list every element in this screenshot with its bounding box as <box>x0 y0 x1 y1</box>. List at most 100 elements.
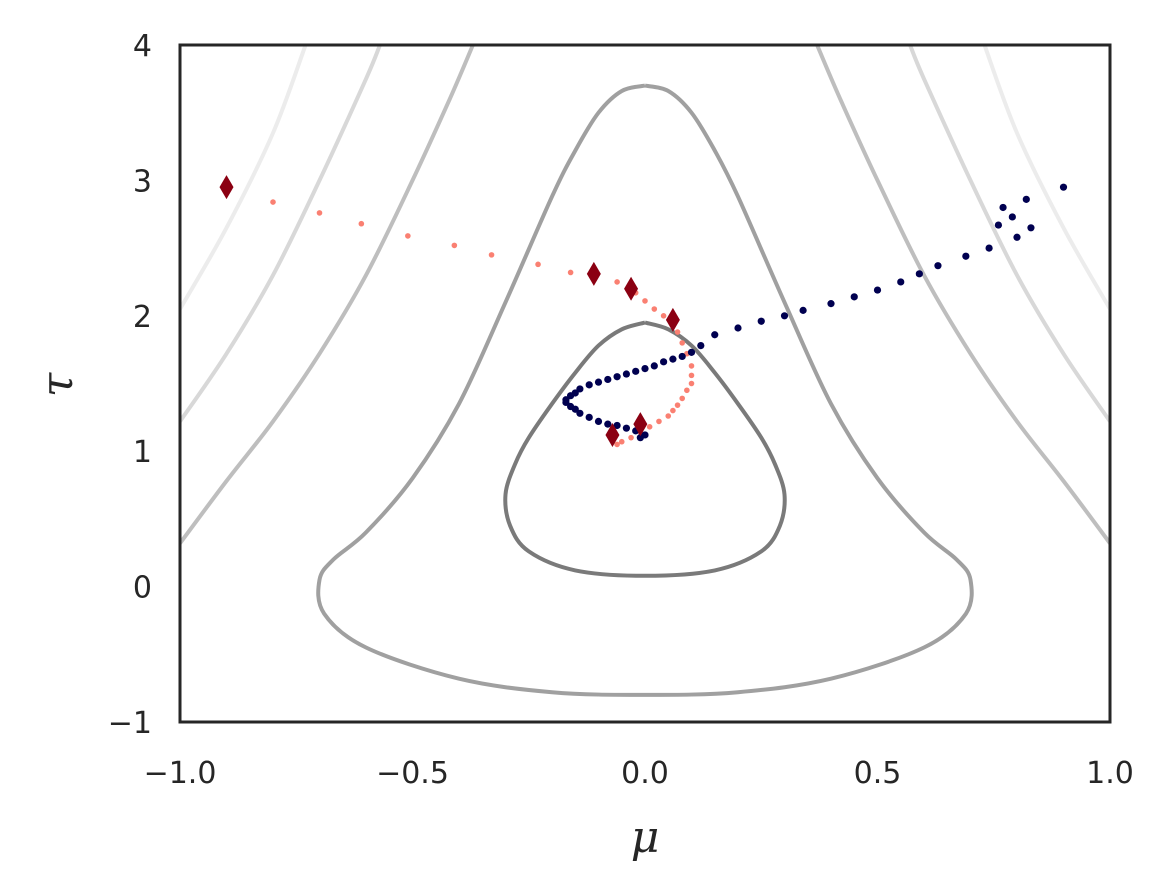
data-point <box>1027 224 1035 232</box>
data-point <box>650 362 658 370</box>
data-point <box>614 279 620 285</box>
diamond-marker <box>665 307 680 332</box>
data-point <box>618 438 625 445</box>
data-series <box>219 175 1068 448</box>
contour-line-level-5 <box>982 44 1112 310</box>
data-point <box>994 221 1003 229</box>
y-axis-label: τ <box>32 372 83 397</box>
data-point <box>567 269 574 276</box>
data-point <box>670 407 676 414</box>
y-tick-label: 4 <box>133 29 152 64</box>
data-point <box>679 395 685 402</box>
data-point <box>576 409 584 417</box>
data-point <box>604 375 612 384</box>
diamond-marker <box>633 412 648 437</box>
data-point <box>915 270 923 278</box>
data-point <box>697 341 705 350</box>
data-point <box>962 252 970 260</box>
data-point <box>613 373 621 381</box>
data-point <box>567 392 575 400</box>
data-point <box>688 372 695 379</box>
data-point <box>688 380 695 387</box>
data-point <box>684 387 690 394</box>
data-point <box>622 424 631 432</box>
data-point <box>604 420 612 428</box>
data-point <box>642 298 648 304</box>
data-point <box>656 418 662 425</box>
x-axis-label: μ <box>631 812 660 863</box>
data-point <box>562 398 570 407</box>
data-point <box>1022 195 1030 203</box>
contour-line-level-5 <box>178 44 308 311</box>
data-point <box>613 421 621 430</box>
data-point <box>636 434 644 442</box>
data-point <box>679 340 685 346</box>
data-point <box>674 402 681 408</box>
data-point <box>594 378 603 386</box>
data-point <box>660 313 667 319</box>
data-point <box>270 199 276 205</box>
data-point <box>641 365 649 373</box>
data-point <box>535 261 541 268</box>
series-navy-trajectory <box>562 183 1068 442</box>
data-point <box>316 210 323 216</box>
x-axis-ticks: −1.0 −0.5 0.0 0.5 1.0 <box>144 756 1134 791</box>
data-point <box>688 363 695 369</box>
x-tick-label: 0.0 <box>621 756 669 791</box>
plot-frame <box>178 43 1112 724</box>
contour-line-level-3 <box>178 44 475 545</box>
data-point <box>678 352 686 361</box>
data-point <box>665 413 672 419</box>
data-point <box>897 278 905 286</box>
data-point <box>632 367 640 375</box>
diamond-marker <box>605 422 620 447</box>
data-point <box>934 262 942 270</box>
data-point <box>985 244 993 252</box>
data-point <box>873 286 882 294</box>
data-point <box>646 424 653 430</box>
diamond-marker <box>586 261 601 286</box>
contour-line-level-2 <box>316 83 974 697</box>
contour-line-level-4 <box>908 44 1112 423</box>
data-point <box>622 370 631 378</box>
y-axis-ticks: −1 0 1 2 3 4 <box>108 29 152 741</box>
series-salmon-trajectory <box>270 199 695 448</box>
diamond-marker <box>624 276 639 301</box>
data-point <box>1008 213 1016 221</box>
data-point <box>757 317 765 325</box>
data-point <box>827 300 835 308</box>
data-point <box>628 434 634 441</box>
data-point <box>711 331 719 339</box>
y-tick-label: 1 <box>133 435 152 470</box>
data-point <box>576 385 584 393</box>
x-tick-label: 1.0 <box>1086 756 1134 791</box>
data-point <box>999 203 1007 212</box>
x-tick-label: 0.5 <box>854 756 902 791</box>
data-point <box>687 348 696 356</box>
contour-line-level-3 <box>815 44 1112 545</box>
data-point <box>405 233 411 239</box>
data-point <box>1013 233 1021 241</box>
data-point <box>585 381 593 389</box>
series-diamond-markers <box>219 175 680 447</box>
data-point <box>850 293 858 301</box>
data-point <box>1059 183 1068 191</box>
x-tick-label: −0.5 <box>376 756 449 791</box>
data-point <box>594 417 603 426</box>
data-point <box>651 306 658 312</box>
data-point <box>571 405 579 413</box>
data-point <box>660 358 668 366</box>
contour-line-level-4 <box>178 44 382 423</box>
data-point <box>799 306 807 314</box>
data-point <box>669 355 677 363</box>
data-point <box>674 329 681 335</box>
data-point <box>780 312 789 320</box>
y-tick-label: 2 <box>133 300 152 335</box>
data-point <box>614 441 620 448</box>
data-point <box>488 252 495 258</box>
x-tick-label: −1.0 <box>144 756 217 791</box>
contour-line-level-1 <box>503 320 787 578</box>
y-tick-label: 3 <box>133 164 152 199</box>
contour-lines <box>178 44 1112 697</box>
